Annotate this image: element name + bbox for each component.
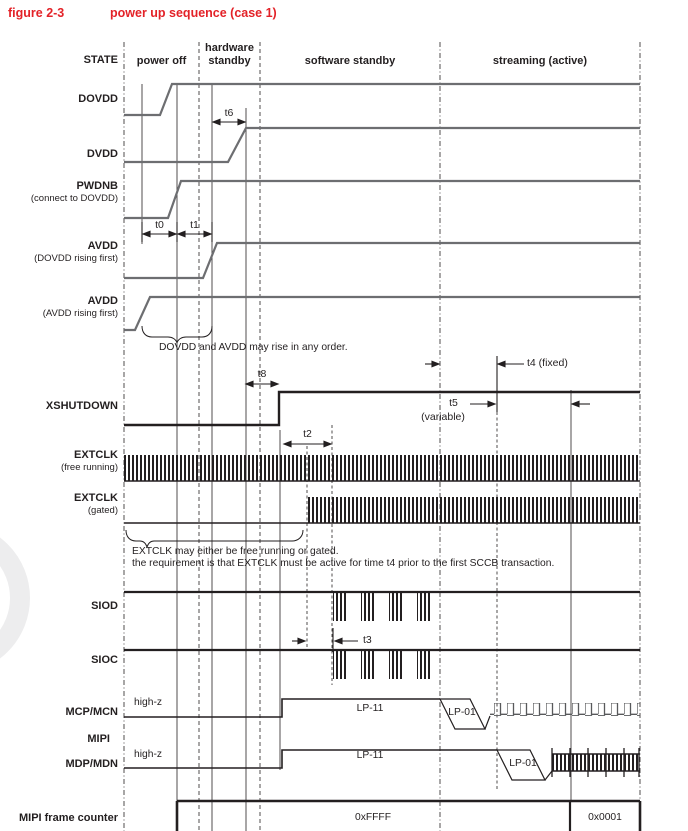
frame-counter-init-value: 0xFFFF bbox=[354, 812, 392, 823]
state-power-off: power off bbox=[136, 55, 187, 67]
timing-t8: t8 bbox=[257, 368, 267, 380]
mcp-mcn-trace bbox=[124, 698, 640, 730]
label-sioc: SIOC bbox=[91, 654, 118, 666]
label-mipi-group: MIPI bbox=[87, 733, 110, 745]
extclk-free-trace bbox=[124, 455, 640, 482]
watermark bbox=[0, 537, 30, 659]
frame-counter-first-value: 0x0001 bbox=[588, 812, 622, 823]
label-dovdd: DOVDD bbox=[78, 93, 118, 105]
sioc-trace bbox=[124, 648, 640, 679]
label-dvdd: DVDD bbox=[86, 148, 118, 160]
label-xshutdown: XSHUTDOWN bbox=[45, 400, 118, 412]
label-avdd-1-sub: (DOVDD rising first) bbox=[34, 253, 118, 264]
extclk-note-brace bbox=[125, 529, 304, 549]
brace-annotations bbox=[125, 325, 304, 549]
frame-counter-trace bbox=[175, 799, 642, 831]
note-avdd-order: DOVDD and AVDD may rise in any order. bbox=[159, 342, 348, 353]
pwdnb-trace bbox=[124, 179, 640, 220]
label-frame-counter: MIPI frame counter bbox=[18, 812, 118, 824]
note-extclk-2: the requirement is that EXTCLK must be a… bbox=[132, 558, 555, 569]
state-hardware-standby: hardware standby bbox=[205, 42, 254, 67]
state-software-standby: software standby bbox=[304, 55, 396, 67]
timing-t4: t4 (fixed) bbox=[527, 357, 568, 369]
timing-t1: t1 bbox=[190, 219, 199, 231]
extclk-gated-trace bbox=[124, 497, 640, 524]
note-extclk-1: EXTCLK may either be free running or gat… bbox=[132, 546, 339, 557]
mdp-highz-label: high-z bbox=[134, 749, 163, 760]
mcp-lp11-label: LP-11 bbox=[356, 703, 384, 714]
mdp-lp11-label: LP-11 bbox=[356, 750, 384, 761]
label-extclk-free: EXTCLK bbox=[74, 449, 118, 461]
dimension-arrows bbox=[141, 118, 590, 645]
label-pwdnb-sub: (connect to DOVDD) bbox=[30, 193, 118, 204]
label-extclk-gated: EXTCLK bbox=[74, 492, 118, 504]
label-pwdnb: PWDNB bbox=[76, 180, 118, 192]
label-extclk-free-sub: (free running) bbox=[60, 462, 118, 473]
mdp-mdn-trace bbox=[124, 748, 640, 781]
mcp-highz-label: high-z bbox=[134, 697, 163, 708]
mdp-lp01-label: LP-01 bbox=[509, 758, 537, 769]
avdd-dovdd-first-trace bbox=[124, 241, 640, 280]
mcp-lp01-label: LP-01 bbox=[448, 707, 476, 718]
xshutdown-trace bbox=[124, 390, 640, 427]
label-mcp-mcn: MCP/MCN bbox=[65, 706, 118, 718]
timing-t2: t2 bbox=[303, 428, 312, 440]
label-avdd-2-sub: (AVDD rising first) bbox=[42, 308, 118, 319]
label-mdp-mdn: MDP/MDN bbox=[65, 758, 118, 770]
label-avdd-2: AVDD bbox=[87, 295, 118, 307]
dvdd-trace bbox=[124, 126, 640, 164]
power-rail-traces bbox=[124, 82, 640, 332]
avdd-avdd-first-trace bbox=[124, 295, 640, 332]
timing-t5: t5 bbox=[449, 397, 458, 409]
figure-label: figure 2-3 bbox=[8, 6, 65, 20]
timing-t3: t3 bbox=[363, 634, 372, 646]
timing-t6: t6 bbox=[224, 107, 234, 119]
avdd-order-brace bbox=[141, 325, 213, 344]
label-siod: SIOD bbox=[91, 600, 118, 612]
state-row-label: STATE bbox=[83, 54, 118, 66]
siod-trace bbox=[124, 590, 640, 621]
state-streaming: streaming (active) bbox=[492, 55, 588, 67]
label-extclk-gated-sub: (gated) bbox=[87, 505, 118, 516]
timing-t0: t0 bbox=[155, 219, 164, 231]
measure-bars bbox=[141, 222, 498, 652]
figure-title: power up sequence (case 1) bbox=[110, 6, 277, 20]
timing-t5-sub: (variable) bbox=[421, 411, 465, 423]
label-avdd-1: AVDD bbox=[87, 240, 118, 252]
dovdd-trace bbox=[124, 82, 640, 117]
